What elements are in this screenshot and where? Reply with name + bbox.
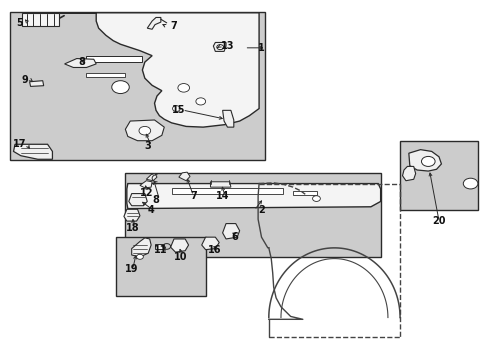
Polygon shape: [30, 81, 43, 86]
Text: 17: 17: [13, 139, 26, 149]
Text: 12: 12: [139, 188, 153, 198]
Polygon shape: [408, 150, 441, 171]
Text: 4: 4: [147, 205, 154, 215]
Polygon shape: [210, 182, 230, 187]
Circle shape: [136, 254, 143, 259]
Text: 18: 18: [125, 223, 139, 233]
Circle shape: [139, 126, 150, 135]
Polygon shape: [201, 237, 219, 249]
Text: 9: 9: [21, 75, 28, 85]
Polygon shape: [147, 18, 161, 29]
Polygon shape: [222, 224, 239, 239]
Circle shape: [172, 106, 180, 111]
Circle shape: [112, 81, 129, 94]
Text: 15: 15: [172, 105, 185, 115]
Text: 5: 5: [17, 18, 23, 28]
Polygon shape: [86, 56, 142, 62]
Polygon shape: [170, 239, 188, 252]
Polygon shape: [179, 172, 190, 181]
Polygon shape: [402, 166, 415, 181]
Polygon shape: [125, 120, 164, 141]
Text: 13: 13: [220, 41, 234, 51]
Text: 3: 3: [143, 141, 150, 151]
Text: 10: 10: [173, 252, 187, 262]
Text: 8: 8: [78, 57, 85, 67]
Text: 6: 6: [231, 232, 238, 242]
Circle shape: [421, 157, 434, 166]
Polygon shape: [128, 194, 147, 206]
Bar: [399, 141, 477, 210]
Polygon shape: [131, 238, 151, 257]
Polygon shape: [22, 13, 59, 26]
Circle shape: [216, 45, 223, 50]
Polygon shape: [64, 59, 96, 67]
Polygon shape: [213, 42, 225, 51]
Text: 7: 7: [170, 21, 177, 31]
Text: 20: 20: [431, 216, 445, 226]
Polygon shape: [86, 73, 125, 77]
Text: 19: 19: [125, 264, 138, 274]
Circle shape: [462, 178, 477, 189]
Polygon shape: [123, 209, 140, 221]
Text: 16: 16: [207, 245, 221, 255]
Text: 2: 2: [258, 205, 264, 215]
Text: 14: 14: [215, 191, 229, 201]
Polygon shape: [171, 188, 283, 194]
Bar: [116, 237, 205, 296]
Polygon shape: [222, 111, 233, 127]
Polygon shape: [146, 174, 157, 181]
Polygon shape: [154, 244, 164, 249]
Polygon shape: [52, 13, 259, 127]
Circle shape: [196, 98, 205, 105]
Bar: [125, 173, 380, 257]
Polygon shape: [292, 192, 317, 195]
Text: 11: 11: [154, 245, 167, 255]
Text: 7: 7: [190, 191, 196, 201]
Text: 1: 1: [258, 43, 264, 53]
Polygon shape: [126, 184, 380, 208]
Circle shape: [312, 196, 320, 202]
Text: 8: 8: [152, 195, 159, 204]
Circle shape: [178, 84, 189, 92]
Polygon shape: [14, 144, 52, 159]
Bar: [10, 12, 265, 160]
Polygon shape: [140, 181, 152, 188]
